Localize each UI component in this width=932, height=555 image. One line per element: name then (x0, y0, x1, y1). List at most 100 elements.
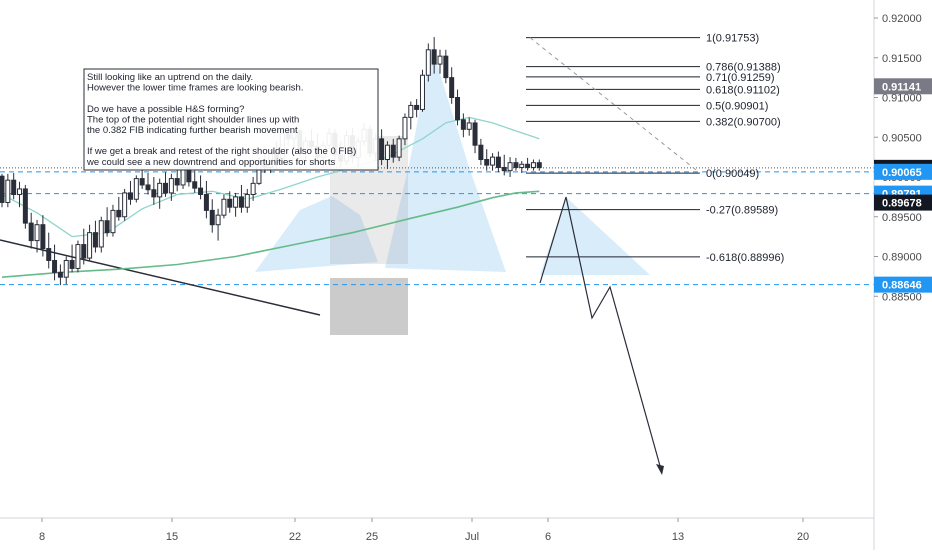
annotation-line: Do we have a possible H&S forming? (87, 104, 244, 115)
candle-body (127, 192, 133, 200)
candle-body (390, 144, 396, 158)
y-tick-label: 0.89000 (882, 252, 922, 264)
candle (116, 196, 122, 221)
candle-body (414, 104, 420, 110)
retest-zone-lower (330, 278, 408, 335)
candle (408, 101, 414, 130)
candle (22, 184, 28, 229)
candle (530, 159, 536, 171)
candle (192, 170, 198, 193)
candle-body (81, 244, 87, 259)
candle (460, 113, 466, 138)
annotation-layer: Still looking like an uptrend on the dai… (83, 68, 379, 171)
x-tick-label: 6 (545, 531, 551, 543)
candle (40, 215, 46, 257)
y-tick-label: 0.89500 (882, 212, 922, 224)
candle-body (431, 49, 437, 65)
price-tag-label: 0.91141 (882, 81, 921, 93)
right-shoulder-shape (540, 197, 650, 275)
candle (46, 232, 52, 269)
candle (5, 173, 11, 208)
candle-body (98, 220, 104, 248)
fib-level-label: 0.5(0.90901) (706, 100, 768, 112)
candle (419, 69, 425, 112)
x-tick-label: 20 (797, 531, 809, 543)
annotation-box (83, 68, 379, 171)
candle-body (139, 178, 145, 186)
trend-line (0, 239, 321, 316)
fib-level-label: 0.618(0.91102) (706, 84, 780, 96)
candle-body (484, 159, 490, 166)
candle-body (490, 156, 496, 166)
candle-body (63, 259, 69, 278)
candle-body (460, 119, 466, 130)
candle (536, 159, 542, 171)
fib-level-label: -0.27(0.89589) (706, 205, 778, 217)
candle (390, 138, 396, 163)
candle-body (396, 138, 402, 158)
candle-body (46, 248, 52, 261)
candle (379, 129, 385, 166)
left-shoulder-shape (255, 196, 378, 272)
candle-body (443, 55, 449, 79)
price-tag-label: 0.89678 (882, 198, 922, 210)
candle-body (408, 104, 414, 118)
price-tag-label: 0.88646 (882, 280, 922, 292)
candle-body (22, 188, 28, 224)
candle-body (384, 144, 390, 161)
y-tick-label: 0.91500 (882, 53, 922, 65)
candle (151, 177, 157, 205)
candle (75, 240, 81, 273)
candle (233, 192, 239, 217)
candle (163, 172, 169, 197)
y-tick-label: 0.88500 (882, 291, 922, 303)
candle (455, 89, 461, 126)
candle-body (425, 49, 431, 76)
candle (127, 180, 133, 205)
candle-body (507, 162, 513, 172)
candle (110, 204, 116, 237)
candle (168, 173, 174, 201)
candle-body (478, 144, 484, 161)
candle-body (379, 138, 385, 161)
candle-body (157, 182, 163, 198)
candle-body (244, 193, 250, 208)
candle-body (198, 187, 204, 195)
candle-body (11, 179, 17, 195)
fib-level-label: 0(0.90049) (706, 168, 759, 180)
candle-body (174, 178, 180, 186)
candle-body (209, 209, 215, 226)
candle-body (466, 122, 472, 130)
candle (17, 181, 23, 208)
candle-body (449, 77, 455, 98)
candle (396, 135, 402, 162)
candle (157, 178, 163, 209)
candle-body (501, 166, 507, 172)
candle-body (75, 244, 81, 269)
candle-body (34, 224, 40, 242)
candle-body (40, 224, 46, 250)
candle-body (437, 55, 443, 65)
line-layer (0, 167, 874, 316)
pattern-layer (255, 48, 650, 335)
candle (92, 220, 98, 253)
candle (209, 199, 215, 233)
candle-body (145, 184, 151, 191)
candle-body (472, 122, 478, 146)
candle (87, 224, 93, 261)
candle (198, 175, 204, 200)
candle-body (215, 214, 221, 226)
price-tag (874, 78, 932, 95)
candle (507, 157, 513, 177)
candle-body (133, 178, 139, 200)
fib-layer: 1(0.91753) 0.786(0.91388)0.71(0.91259)0.6… (526, 33, 784, 264)
candle-body (227, 198, 233, 208)
y-tick-label: 0.90500 (882, 132, 922, 144)
candle-body (168, 178, 174, 194)
fib-level-label: 0.382(0.90700) (706, 116, 781, 128)
annotation-line: Still looking like an uptrend on the dai… (87, 72, 253, 83)
candle (472, 119, 478, 154)
annotation-line: If we get a break and retest of the righ… (87, 146, 356, 157)
price-tag (874, 276, 932, 293)
annotation-line: the 0.382 FIB indicating further bearish… (87, 125, 298, 136)
